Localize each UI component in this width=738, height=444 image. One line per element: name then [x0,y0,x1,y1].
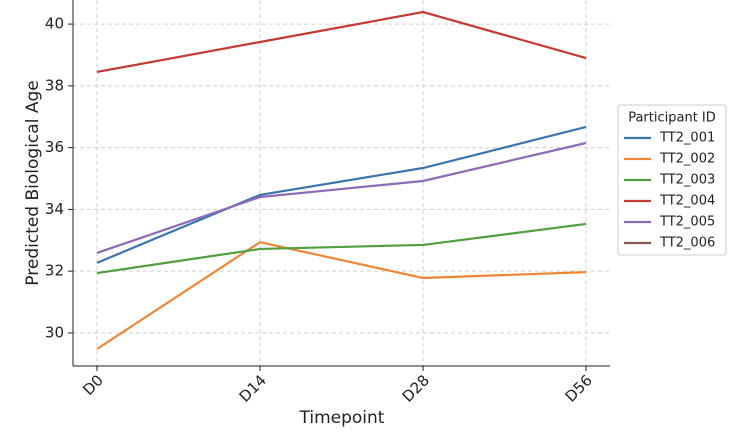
legend-label: TT2_006 [659,236,715,251]
legend-label: TT2_003 [659,173,715,188]
line [96,125,587,264]
y-tick-label: 30 [45,323,64,341]
line [96,10,587,74]
x-tick-label: D56 [562,371,596,405]
legend-label: TT2_004 [659,194,715,209]
legend-label: TT2_001 [659,131,715,146]
y-axis-label: Predicted Biological Age [23,80,43,285]
legend-label: TT2_002 [659,152,715,167]
line [96,222,587,275]
x-axis-label: Timepoint [299,408,385,428]
y-tick-label: 40 [45,15,64,33]
legend-title: Participant ID [628,111,716,126]
x-tick-label: D28 [399,371,433,405]
y-tick-label: 32 [45,262,64,280]
y-tick-label: 34 [45,200,64,218]
x-tick-label: D0 [79,371,107,399]
legend-box [617,104,727,256]
y-tick-label: 38 [45,76,64,94]
x-tick-label: D14 [236,371,270,405]
line [96,240,587,350]
line [96,141,587,254]
legend-label: TT2_005 [659,215,715,230]
y-tick-label: 36 [45,138,64,156]
